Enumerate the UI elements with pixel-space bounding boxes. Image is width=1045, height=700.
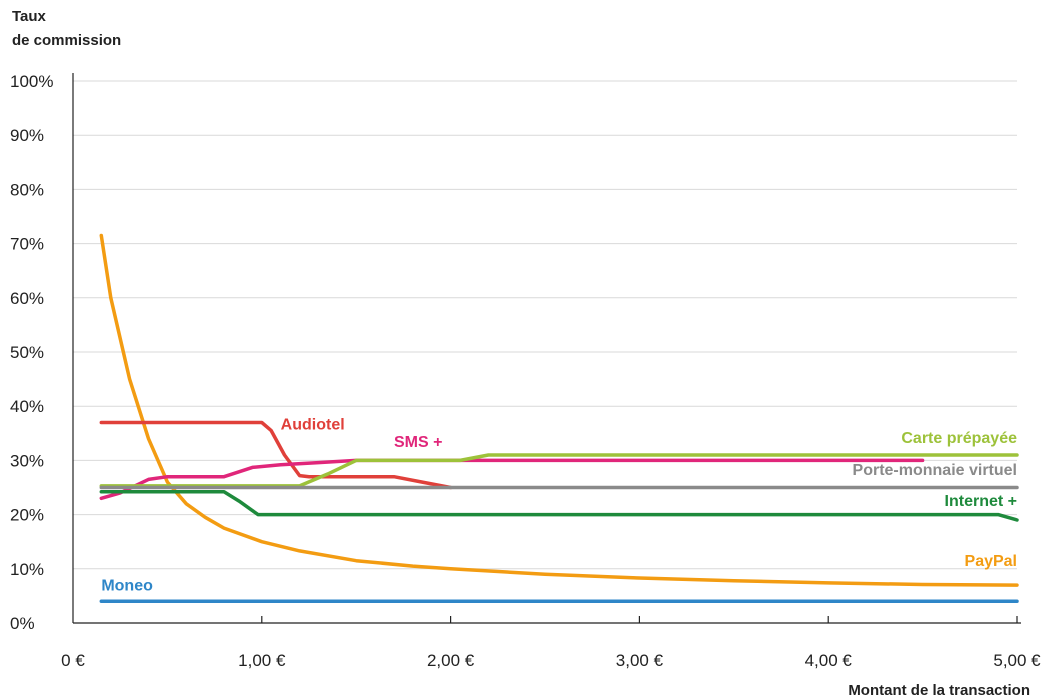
- y-tick-label: 90%: [10, 126, 44, 145]
- series-label-porte-monnaie-virtuel: Porte-monnaie virtuel: [853, 462, 1017, 479]
- series-label-moneo: Moneo: [101, 577, 153, 594]
- axes: [72, 73, 1021, 624]
- series-line-audiotel: [99, 420, 453, 490]
- series-labels: PayPal Audiotel SMS + Carte prépayée Porte-m…: [101, 417, 1017, 595]
- y-tick-label: 60%: [10, 289, 44, 308]
- y-tick-label: 70%: [10, 235, 44, 254]
- x-tick-label: 1,00 €: [238, 651, 286, 670]
- y-axis-title-line1: Taux: [12, 8, 47, 25]
- series-label-paypal: PayPal: [965, 553, 1017, 570]
- x-tick-label: 2,00 €: [427, 651, 475, 670]
- y-tick-label: 50%: [10, 343, 44, 362]
- series-line-internet: [99, 490, 1019, 522]
- y-tick-label: 0%: [10, 614, 35, 633]
- series-lines: [99, 233, 1019, 604]
- x-tick-label: 5,00 €: [993, 651, 1041, 670]
- y-tick-labels: 0% 10% 20% 30% 40% 50% 60% 70% 80% 90% 100%: [10, 72, 53, 633]
- series-label-internet: Internet +: [945, 493, 1017, 510]
- series-line-paypal: [99, 233, 1019, 587]
- y-tick-label: 40%: [10, 397, 44, 416]
- y-axis-title-line2: de commission: [12, 32, 121, 49]
- y-tick-label: 30%: [10, 451, 44, 470]
- series-label-sms: SMS +: [394, 434, 442, 451]
- y-tick-label: 20%: [10, 506, 44, 525]
- y-tick-label: 80%: [10, 180, 44, 199]
- x-tick-labels: 0 € 1,00 € 2,00 € 3,00 € 4,00 € 5,00 €: [61, 616, 1041, 670]
- x-tick-label: 3,00 €: [616, 651, 664, 670]
- gridlines: [73, 80, 1017, 570]
- x-tick-label: 4,00 €: [805, 651, 853, 670]
- y-tick-label: 10%: [10, 560, 44, 579]
- series-label-audiotel: Audiotel: [281, 417, 345, 434]
- y-tick-label: 100%: [10, 72, 53, 91]
- x-axis-title: Montant de la transaction: [848, 682, 1030, 699]
- series-label-carte-pr-pay-e: Carte prépayée: [901, 430, 1017, 447]
- x-tick-label: 0 €: [61, 651, 85, 670]
